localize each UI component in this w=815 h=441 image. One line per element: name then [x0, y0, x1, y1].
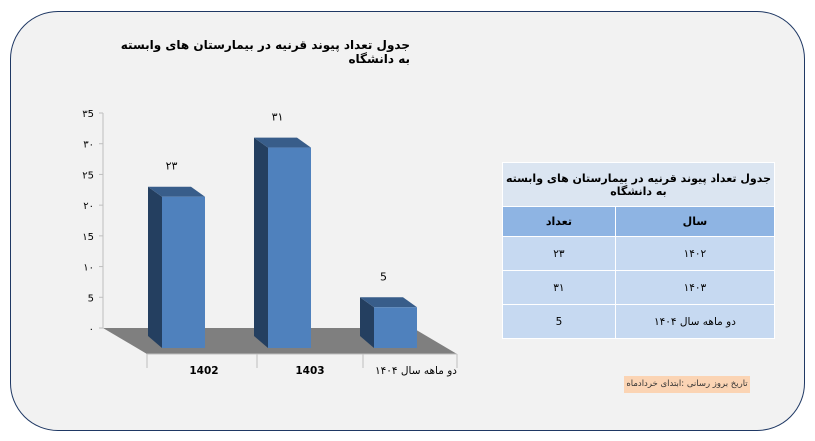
- table-cell-count: 5: [502, 304, 616, 339]
- y-axis: ۰ 5 ۱۰ ۱5 ۲۰ ۲5 ۳۰ ۳5: [82, 109, 104, 335]
- table-cell-year: ۱۴۰۲: [614, 236, 776, 271]
- bar: [268, 147, 311, 348]
- table-cell-count: ۳۱: [502, 270, 616, 305]
- chart-title: جدول تعداد پیوند قرنیه در بیمارستان های …: [120, 38, 410, 66]
- bar-value-label: ۳۱: [272, 111, 284, 124]
- x-category-label: 1402: [189, 365, 218, 377]
- table-cell-year: ۱۴۰۳: [614, 270, 776, 305]
- table-cell-year: دو ماهه سال ۱۴۰۴: [614, 304, 776, 339]
- x-axis-labels: 1402 1403 دو ماهه سال ۱۴۰۴: [189, 365, 457, 377]
- y-tick-label: ۳5: [82, 109, 94, 120]
- x-category-label: 1403: [295, 365, 324, 377]
- bars: ۲۳ ۳۱ 5: [148, 111, 417, 348]
- data-table: جدول تعداد پیوند قرنیه در بیمارستان های …: [502, 162, 776, 339]
- y-tick-label: ۳۰: [83, 140, 94, 151]
- y-tick-label: ۰: [89, 324, 94, 335]
- bar-side: [148, 186, 162, 348]
- table-row: ۱۴۰۲ ۲۳: [502, 236, 776, 271]
- table-row: ۱۴۰۳ ۳۱: [502, 270, 776, 305]
- y-tick-label: ۲5: [82, 170, 94, 181]
- x-category-label: دو ماهه سال ۱۴۰۴: [375, 365, 457, 377]
- table-caption: جدول تعداد پیوند قرنیه در بیمارستان های …: [502, 162, 775, 207]
- bar: [374, 307, 417, 348]
- y-tick-label: 5: [88, 293, 94, 304]
- table-cell-count: ۲۳: [502, 236, 616, 271]
- bar-value-label: 5: [380, 270, 387, 283]
- table-header-count: تعداد: [502, 206, 616, 237]
- table-header-year: سال: [614, 206, 776, 237]
- y-tick-label: ۱۰: [83, 263, 94, 274]
- bar-top: [148, 186, 205, 197]
- bar-value-label: ۲۳: [166, 160, 178, 173]
- bar: [162, 196, 205, 348]
- y-tick-label: ۱5: [82, 232, 94, 243]
- update-date-note: تاریخ بروز رسانی :ابتدای خردادماه: [624, 376, 750, 393]
- bar-top: [254, 137, 311, 148]
- table-row: دو ماهه سال ۱۴۰۴ 5: [502, 304, 776, 339]
- bar-side: [360, 297, 374, 348]
- bar-top: [360, 297, 417, 308]
- y-tick-label: ۲۰: [83, 201, 94, 212]
- bar-side: [254, 137, 268, 348]
